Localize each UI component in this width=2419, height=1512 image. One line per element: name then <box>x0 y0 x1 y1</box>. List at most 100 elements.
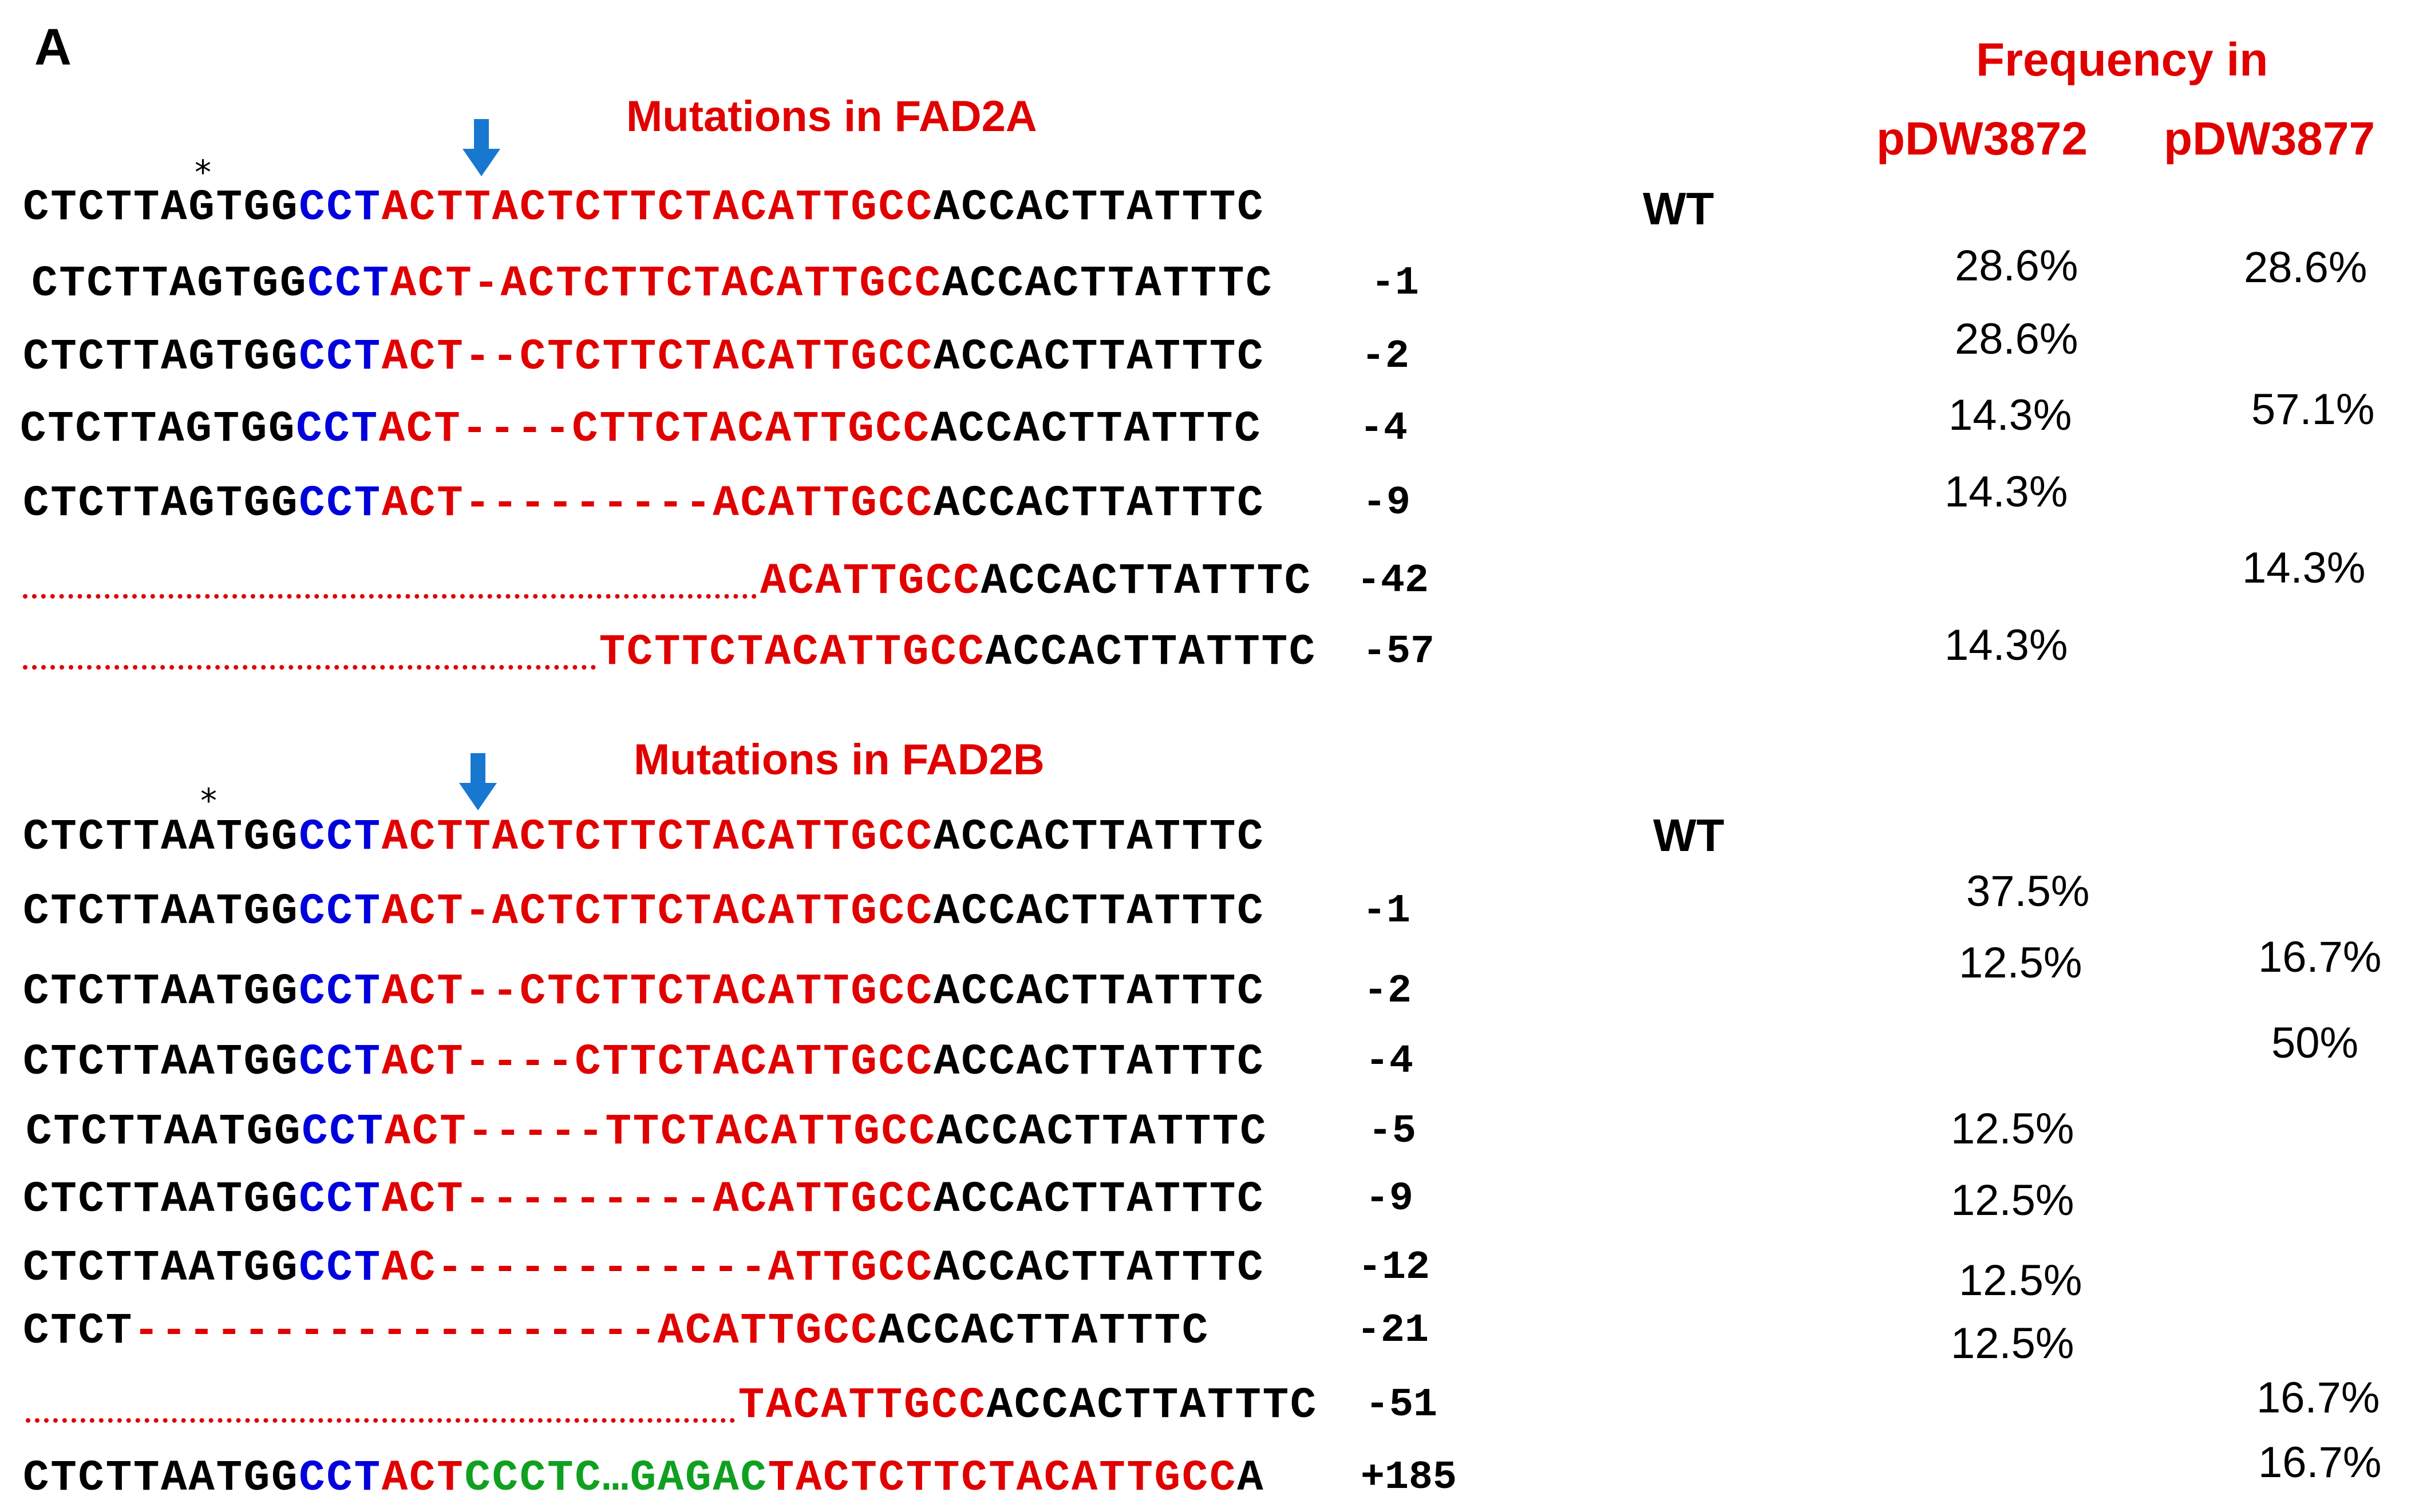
sequence-segment: ACT---------ACATTGCC <box>381 479 934 528</box>
fad2b-frequency-pdw3872: 37.5% <box>1966 867 2090 916</box>
sequence-segment: ACT-ACTCTTCTACATTGCC <box>381 887 934 936</box>
sequence-segment: ACCACTTATTTC <box>933 1244 1265 1293</box>
sequence-segment: ACATTGCC <box>760 557 981 606</box>
sequence-segment: CCT <box>299 1454 382 1503</box>
fad2a-frequency-pdw3872: 28.6% <box>1955 315 2078 363</box>
sequence-segment: CTCTTAATGG <box>26 1107 302 1157</box>
fad2b-mutation-size: -1 <box>1362 889 1411 934</box>
sequence-segment: CCT <box>296 405 379 454</box>
fad2b-frequency-pdw3877: 16.7% <box>2258 933 2382 981</box>
sequence-segment: ACCACTTATTTC <box>981 557 1312 606</box>
fad2a-sequence-row: CTCTTAGTGGCCTACT---------ACATTGCCACCACTT… <box>23 482 1264 525</box>
fad2b-position-marker: * <box>200 781 217 820</box>
fad2a-sequence-row: CTCTTAGTGGCCTACT-ACTCTTCTACATTGCCACCACTT… <box>31 262 1273 306</box>
sequence-segment: CTCTTAGTGG <box>23 333 299 382</box>
fad2b-frequency-pdw3872: 12.5% <box>1959 939 2082 987</box>
fad2b-sequence-row: TACATTGCCACCACTTATTTC <box>738 1384 1318 1427</box>
sequence-segment: CTCTTAGTGG <box>23 479 299 528</box>
fad2b-mutation-size: -51 <box>1365 1383 1438 1428</box>
sequence-segment: ACCACTTATTTC <box>933 1175 1265 1224</box>
sequence-segment: ACTTACTCTTCTACATTGCC <box>381 813 934 862</box>
sequence-segment: TACATTGCC <box>738 1381 987 1430</box>
fad2b-sequence-row: CTCTTAATGGCCTACTCCCTC…GAGACTACTCTTCTACAT… <box>23 1456 1264 1500</box>
sequence-segment: ACCACTTATTTC <box>986 1381 1318 1430</box>
fad2b-mutation-size: -2 <box>1363 969 1412 1014</box>
fad2a-sequence-row: CTCTTAGTGGCCTACT----CTTCTACATTGCCACCACTT… <box>20 407 1262 451</box>
fad2b-mutation-size: -4 <box>1365 1039 1414 1084</box>
fad2a-title: Mutations in FAD2A <box>626 92 1037 141</box>
sequence-segment: CCT <box>299 1175 382 1224</box>
fad2a-frequency-pdw3877: 57.1% <box>2251 385 2375 434</box>
fad2b-frequency-pdw3877: 50% <box>2271 1019 2359 1067</box>
fad2a-mutation-size: -2 <box>1361 334 1410 379</box>
sequence-segment: ACT-ACTCTTCTACATTGCC <box>390 259 942 308</box>
fad2a-frequency-pdw3877: 14.3% <box>2242 544 2366 592</box>
fad2b-frequency-pdw3872: 12.5% <box>1951 1319 2074 1368</box>
sequence-segment: AC------------ATTGCC <box>381 1244 934 1293</box>
sequence-segment: CCT <box>299 183 382 232</box>
sequence-segment: ACCACTTATTTC <box>933 813 1265 862</box>
fad2b-sequence-row: CTCTTAATGGCCTACT--CTCTTCTACATTGCCACCACTT… <box>23 970 1264 1014</box>
deleted-region-dotted-line <box>26 1418 735 1423</box>
sequence-segment: CCT <box>299 333 382 382</box>
sequence-segment: ACCACTTATTTC <box>933 479 1265 528</box>
fad2a-mutation-size: -57 <box>1362 630 1435 675</box>
sequence-segment: CCT <box>299 479 382 528</box>
sequence-segment: CCT <box>299 1244 382 1293</box>
sequence-segment: CCT <box>299 813 382 862</box>
fad2a-frequency-pdw3872: 14.3% <box>1944 468 2068 516</box>
fad2b-frequency-pdw3872: 12.5% <box>1951 1105 2074 1153</box>
sequence-segment: ACT----CTTCTACATTGCC <box>378 405 931 454</box>
sequence-segment: CTCTTAATGG <box>23 1175 299 1224</box>
fad2b-wt-label: WT <box>1653 810 1725 861</box>
fad2b-mutation-size: -9 <box>1365 1177 1414 1222</box>
fad2a-frequency-pdw3872: 14.3% <box>1944 621 2068 670</box>
sequence-segment: CTCTTAGTGG <box>31 259 308 308</box>
sequence-segment: CTCTTAATGG <box>23 1454 299 1503</box>
sequence-segment: CCT <box>302 1107 385 1157</box>
sequence-segment: -------------------ACATTGCC <box>133 1307 879 1356</box>
sequence-segment: ACCACTTATTTC <box>933 967 1265 1016</box>
fad2a-position-marker: * <box>195 153 211 192</box>
frequency-header: Frequency in <box>1976 34 2268 86</box>
sequence-segment: ACCACTTATTTC <box>985 628 1317 677</box>
sequence-segment: CCT <box>299 1038 382 1087</box>
fad2b-mutation-size: -21 <box>1357 1308 1429 1353</box>
fad2b-sequence-row: CTCTTAATGGCCTACT-ACTCTTCTACATTGCCACCACTT… <box>23 890 1264 933</box>
sequence-segment: CCT <box>299 967 382 1016</box>
sequence-segment: CCCTC…GAGAC <box>464 1454 768 1503</box>
frequency-column-1-header: pDW3872 <box>1876 113 2088 165</box>
fad2b-frequency-pdw3877: 16.7% <box>2258 1438 2382 1487</box>
fad2b-sequence-row: CTCTTAATGGCCTACTTACTCTTCTACATTGCCACCACTT… <box>23 816 1264 859</box>
fad2a-mutation-size: -1 <box>1371 261 1420 306</box>
fad2b-mutation-size: -5 <box>1368 1109 1417 1154</box>
fad2b-frequency-pdw3872: 12.5% <box>1951 1176 2074 1225</box>
fad2b-cut-site-arrow-icon <box>459 753 497 810</box>
sequence-segment: ACCACTTATTTC <box>942 259 1274 308</box>
sequence-segment: ACCACTTATTTC <box>933 1038 1265 1087</box>
fad2b-mutation-size: -12 <box>1358 1245 1430 1291</box>
fad2b-sequence-row: CTCTTAATGGCCTACT-----TTCTACATTGCCACCACTT… <box>26 1110 1267 1154</box>
sequence-segment: ACCACTTATTTC <box>930 405 1262 454</box>
fad2b-sequence-row: CTCTTAATGGCCTAC------------ATTGCCACCACTT… <box>23 1246 1264 1290</box>
fad2a-frequency-pdw3872: 14.3% <box>1948 391 2072 440</box>
sequence-segment: CTCTTAGTGG <box>20 405 297 454</box>
fad2b-sequence-row: CTCTTAATGGCCTACT---------ACATTGCCACCACTT… <box>23 1178 1264 1221</box>
sequence-segment: CTCTTAATGG <box>23 813 299 862</box>
sequence-segment: ACT <box>381 1454 465 1503</box>
sequence-segment: ACCACTTATTTC <box>933 887 1265 936</box>
sequence-segment: CTCTTAGTGG <box>23 183 299 232</box>
fad2a-sequence-row: ACATTGCCACCACTTATTTC <box>760 560 1312 603</box>
fad2b-sequence-row: CTCTTAATGGCCTACT----CTTCTACATTGCCACCACTT… <box>23 1040 1264 1084</box>
deleted-region-dotted-line <box>23 594 757 599</box>
fad2a-sequence-row: TCTTCTACATTGCCACCACTTATTTC <box>599 631 1317 674</box>
fad2a-mutation-size: -42 <box>1357 559 1429 604</box>
fad2b-frequency-pdw3872: 12.5% <box>1959 1256 2082 1305</box>
sequence-segment: A <box>1237 1454 1265 1503</box>
sequence-segment: CTCTTAATGG <box>23 967 299 1016</box>
sequence-segment: ACCACTTATTTC <box>933 183 1265 232</box>
fad2a-sequence-row: CTCTTAGTGGCCTACTTACTCTTCTACATTGCCACCACTT… <box>23 186 1264 229</box>
fad2a-mutation-size: -9 <box>1362 481 1411 526</box>
sequence-segment: CTCTTAATGG <box>23 887 299 936</box>
